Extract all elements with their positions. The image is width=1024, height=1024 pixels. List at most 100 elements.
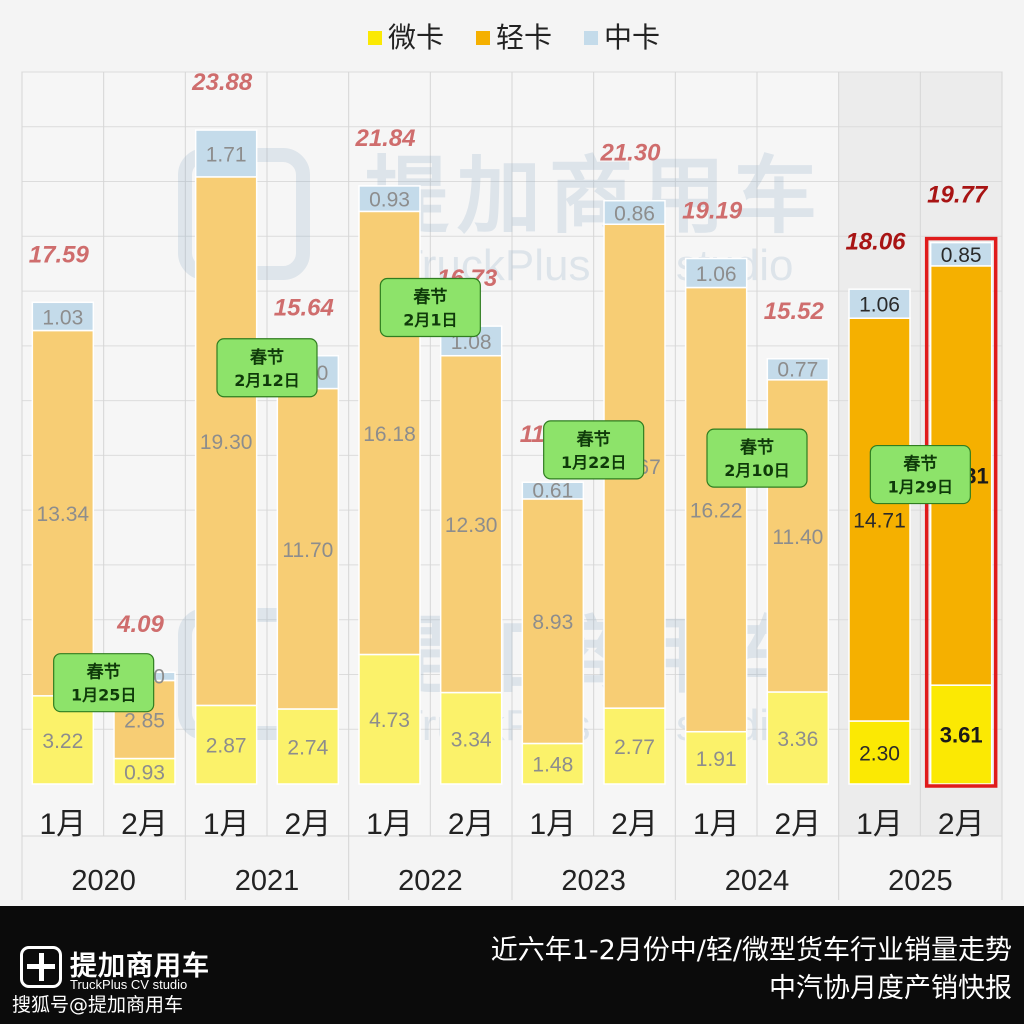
bar-segment xyxy=(439,691,503,785)
spring-festival-date: 1月22日 xyxy=(561,453,626,472)
bar-value-label: 3.36 xyxy=(777,728,818,751)
bar-value-label: 11.70 xyxy=(282,539,333,562)
spring-festival-title: 春节 xyxy=(577,429,611,450)
total-label: 15.64 xyxy=(274,295,334,322)
bar-segment xyxy=(603,199,666,226)
bar-segment xyxy=(276,708,340,785)
bar-value-label: 2.30 xyxy=(859,743,900,766)
x-tick-month: 2月 xyxy=(448,808,495,841)
legend-label: 微卡 xyxy=(388,21,444,54)
spring-festival-title: 春节 xyxy=(250,347,284,368)
bar-value-label: 0.77 xyxy=(777,358,818,381)
x-tick-year: 2025 xyxy=(888,865,953,897)
spring-festival-callout xyxy=(379,277,481,338)
total-label: 18.06 xyxy=(845,228,906,255)
bar-value-label: 19.30 xyxy=(200,431,253,454)
spring-festival-callout xyxy=(869,444,971,505)
bar-segment xyxy=(194,176,258,707)
bar-segment xyxy=(929,241,993,267)
bar-segment xyxy=(848,288,911,319)
bar-value-label: 2.74 xyxy=(287,736,328,759)
spring-festival-callout xyxy=(543,420,645,480)
truckplus-logo-icon xyxy=(20,946,62,988)
footer-source: 搜狐号@提加商用车 xyxy=(12,994,184,1016)
x-tick-month: 2月 xyxy=(121,808,168,841)
x-tick-month: 1月 xyxy=(366,808,413,841)
bar-value-label: 3.22 xyxy=(42,730,83,753)
bar-value-label: 2.77 xyxy=(614,736,655,759)
spring-festival-title: 春节 xyxy=(903,454,937,475)
bar-segment xyxy=(31,329,95,697)
spring-festival-date: 2月1日 xyxy=(403,311,457,330)
bar-segment xyxy=(276,387,340,710)
bar-value-label: 14.71 xyxy=(853,510,906,533)
bar-value-label: 16.22 xyxy=(690,500,743,523)
spring-festival-callout xyxy=(706,428,808,488)
footer-banner xyxy=(0,906,1024,1024)
bar-value-label: 11.40 xyxy=(772,526,823,549)
x-tick-year: 2021 xyxy=(235,865,300,897)
bar-value-label: 0.85 xyxy=(941,244,982,267)
bar-segment xyxy=(358,653,421,785)
spring-festival-date: 1月25日 xyxy=(71,686,136,705)
bar-value-label: 1.06 xyxy=(696,263,737,286)
bar-value-label: 0.86 xyxy=(614,202,655,225)
x-tick-month: 1月 xyxy=(39,808,86,841)
x-tick-year: 2024 xyxy=(725,865,790,897)
bar-segment xyxy=(113,757,176,785)
bar-segment xyxy=(194,129,258,178)
x-tick-month: 1月 xyxy=(203,808,250,841)
bar-segment xyxy=(848,317,911,722)
bar-value-label: 13.34 xyxy=(37,503,90,526)
legend-label: 中卡 xyxy=(604,21,660,54)
bar-value-label: 2.85 xyxy=(124,710,165,733)
bar-segment xyxy=(194,704,258,785)
spring-festival-date: 2月12日 xyxy=(234,371,299,390)
bar-value-label: 1.06 xyxy=(859,294,900,317)
bar-value-label: 1.71 xyxy=(206,143,247,166)
legend-swatch xyxy=(368,31,382,45)
spring-festival-date: 2月10日 xyxy=(724,461,789,480)
x-tick-year: 2022 xyxy=(398,865,463,897)
bar-segment xyxy=(521,481,585,500)
total-label: 19.77 xyxy=(927,182,989,209)
bar-value-label: 0.61 xyxy=(532,480,573,503)
x-tick-month: 1月 xyxy=(856,808,903,841)
watermark-text: 提加商用车 xyxy=(365,607,825,705)
footer-caption-title: 近六年1-2月份中/轻/微型货车行业销量走势 xyxy=(490,935,1012,966)
spring-festival-callout xyxy=(216,338,318,398)
total-label: 17.59 xyxy=(29,241,90,268)
footer-caption-source: 中汽协月度产销快报 xyxy=(769,973,1012,1004)
footer-logo-subtitle: TruckPlus CV studio xyxy=(70,977,188,992)
x-tick-month: 2月 xyxy=(611,808,658,841)
x-tick-month: 2月 xyxy=(938,808,985,841)
legend-swatch xyxy=(476,31,490,45)
bar-value-label: 1.03 xyxy=(42,306,83,329)
footer-logo-name: 提加商用车 xyxy=(70,951,210,982)
spring-festival-date: 1月29日 xyxy=(888,478,953,497)
bar-value-label: 3.34 xyxy=(451,728,492,751)
bar-segment xyxy=(684,286,748,733)
bar-value-label: 8.93 xyxy=(532,611,573,634)
bar-value-label: 1.91 xyxy=(696,748,737,771)
bar-segment xyxy=(848,720,911,785)
bar-value-label: 0.93 xyxy=(369,189,410,212)
bar-value-label: 16.18 xyxy=(363,423,416,446)
bar-segment xyxy=(521,498,585,745)
total-label: 19.19 xyxy=(682,197,743,224)
spring-festival-title: 春节 xyxy=(413,287,447,308)
bar-segment xyxy=(603,707,666,785)
bar-segment xyxy=(521,742,585,785)
bar-value-label: 4.73 xyxy=(369,709,410,732)
watermark-text: 提加商用车 xyxy=(365,147,825,245)
bar-segment xyxy=(31,301,95,332)
x-tick-month: 2月 xyxy=(774,808,821,841)
x-tick-month: 2月 xyxy=(284,808,331,841)
total-label: 4.09 xyxy=(116,611,164,638)
bar-segment xyxy=(358,185,421,213)
bar-segment xyxy=(766,691,830,785)
bar-segment xyxy=(439,354,503,694)
spring-festival-title: 春节 xyxy=(87,662,121,683)
